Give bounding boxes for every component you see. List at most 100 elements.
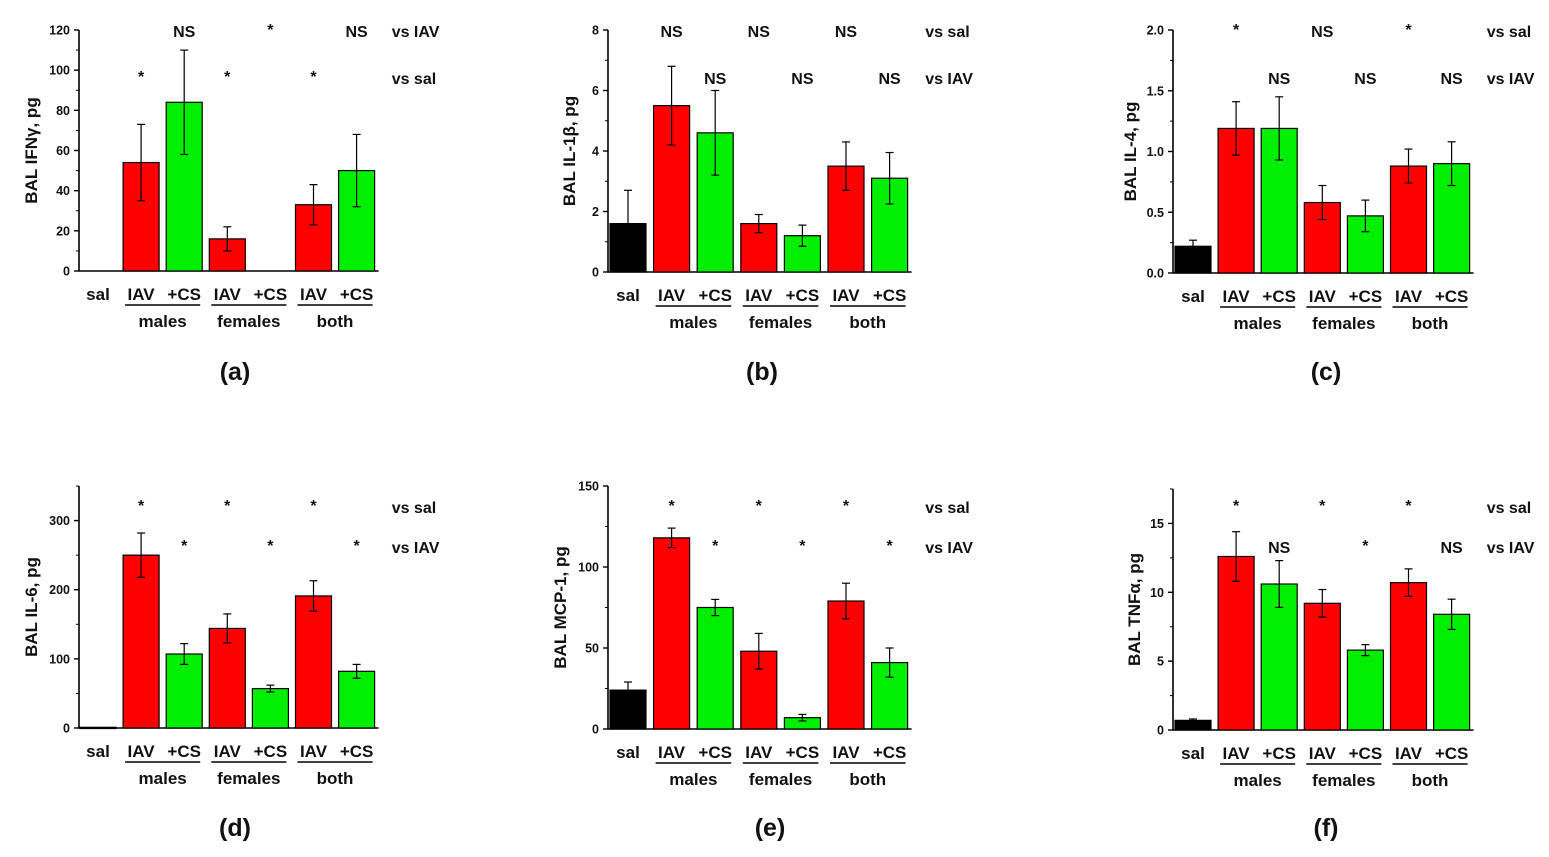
y-tick-label: 5 — [1157, 655, 1164, 669]
x-tick-label: IAV — [300, 742, 328, 761]
y-tick-label: 40 — [56, 184, 70, 198]
x-tick-label: IAV — [832, 286, 860, 305]
significance-mark: NS — [835, 24, 858, 41]
y-tick-label: 1.0 — [1147, 145, 1164, 159]
significance-mark: * — [712, 538, 719, 555]
significance-mark: * — [310, 69, 317, 86]
x-tick-label: IAV — [1223, 287, 1251, 306]
significance-mark: * — [138, 69, 145, 86]
significance-mark: NS — [173, 24, 196, 41]
x-tick-label: +CS — [1349, 287, 1383, 306]
significance-mark: * — [799, 538, 806, 555]
group-label: both — [849, 313, 886, 332]
y-tick-label: 0 — [63, 265, 70, 279]
y-tick-label: 0 — [1157, 724, 1164, 738]
x-tick-label: +CS — [254, 285, 288, 304]
x-tick-label: sal — [1181, 287, 1205, 306]
y-axis-label: BAL MCP-1, pg — [551, 546, 570, 668]
y-tick-label: 4 — [592, 145, 599, 159]
significance-mark: * — [1405, 22, 1412, 39]
group-label: females — [1312, 314, 1375, 333]
significance-mark: * — [1362, 538, 1369, 555]
group-label: both — [317, 769, 354, 788]
group-label: both — [849, 770, 886, 789]
y-tick-label: 0 — [63, 722, 70, 736]
bar — [827, 600, 865, 730]
y-tick-label: 0 — [592, 266, 599, 280]
y-tick-label: 15 — [1150, 517, 1164, 531]
x-tick-label: +CS — [340, 742, 374, 761]
x-tick-label: IAV — [658, 286, 686, 305]
x-tick-label: IAV — [1223, 744, 1251, 763]
group-label: males — [1234, 314, 1282, 333]
significance-legend: vs IAV — [925, 540, 973, 557]
x-tick-label: +CS — [254, 742, 288, 761]
group-label: males — [669, 770, 717, 789]
bar — [1303, 602, 1341, 731]
y-tick-label: 80 — [56, 104, 70, 118]
y-tick-label: 120 — [49, 24, 70, 38]
y-tick-label: 0.0 — [1147, 267, 1164, 281]
x-tick-label: IAV — [1309, 744, 1337, 763]
chart-panel-c: 0.0 0.5 1.0 1.5 2.0 BAL IL-4, pg sal IAV +CS IAV +… — [1121, 22, 1535, 386]
y-tick-label: 100 — [578, 561, 599, 575]
y-tick-label: 300 — [49, 514, 70, 528]
x-tick-label: +CS — [1435, 287, 1469, 306]
significance-legend: vs sal — [392, 500, 436, 517]
x-tick-label: +CS — [1262, 744, 1296, 763]
panel-label: (a) — [220, 358, 251, 386]
y-tick-label: 100 — [49, 652, 70, 666]
chart-panel-b: 0 2 4 6 8 BAL IL-1β, pg sal IAV +CS IAV +CS IAV +CS m… — [560, 24, 973, 387]
bar — [696, 606, 734, 730]
bar — [122, 554, 160, 729]
y-axis-label: BAL TNFα, pg — [1125, 553, 1144, 666]
x-tick-label: IAV — [832, 743, 860, 762]
chart-panel-e: 0 50 100 150 BAL MCP-1, pg sal IAV +CS IAV +CS IAV… — [551, 480, 973, 843]
x-tick-label: +CS — [1349, 744, 1383, 763]
bar — [652, 537, 691, 730]
significance-mark: * — [310, 498, 317, 515]
y-tick-label: 60 — [56, 144, 70, 158]
x-tick-label: +CS — [698, 743, 732, 762]
bar — [294, 204, 333, 272]
significance-mark: * — [353, 538, 360, 555]
group-label: females — [217, 312, 280, 331]
x-tick-label: IAV — [300, 285, 328, 304]
y-axis-label: BAL IL-1β, pg — [560, 96, 579, 206]
significance-mark: NS — [1311, 24, 1334, 41]
significance-legend: vs IAV — [1487, 71, 1535, 88]
x-tick-label: IAV — [128, 742, 156, 761]
x-tick-label: IAV — [214, 742, 242, 761]
group-label: females — [217, 769, 280, 788]
significance-mark: * — [1233, 22, 1240, 39]
significance-mark: NS — [1440, 71, 1463, 88]
significance-mark: NS — [791, 71, 814, 88]
group-label: females — [1312, 771, 1375, 790]
significance-mark: * — [756, 498, 763, 515]
significance-legend: vs IAV — [925, 71, 973, 88]
x-tick-label: +CS — [1262, 287, 1296, 306]
group-label: males — [669, 313, 717, 332]
significance-mark: * — [138, 498, 145, 515]
panel-label: (f) — [1314, 814, 1339, 842]
significance-mark: * — [1405, 498, 1412, 515]
significance-mark: NS — [704, 71, 727, 88]
significance-mark: * — [1319, 498, 1326, 515]
group-label: both — [317, 312, 354, 331]
y-tick-label: 1.5 — [1147, 84, 1164, 98]
group-label: females — [749, 313, 812, 332]
bar — [251, 687, 289, 729]
significance-mark: * — [886, 538, 893, 555]
x-tick-label: IAV — [1395, 744, 1423, 763]
x-tick-label: +CS — [873, 286, 907, 305]
x-tick-label: IAV — [658, 743, 686, 762]
chart-panel-d: 0 100 200 300 BAL IL-6, pg sal IAV +CS IAV +CS IAV… — [22, 485, 440, 842]
x-tick-label: IAV — [745, 743, 773, 762]
bar — [294, 595, 333, 729]
x-tick-label: sal — [86, 285, 110, 304]
y-tick-label: 2.0 — [1147, 24, 1164, 38]
group-label: both — [1412, 771, 1449, 790]
x-tick-label: +CS — [786, 743, 820, 762]
x-tick-label: +CS — [1435, 744, 1469, 763]
significance-mark: NS — [1268, 540, 1291, 557]
